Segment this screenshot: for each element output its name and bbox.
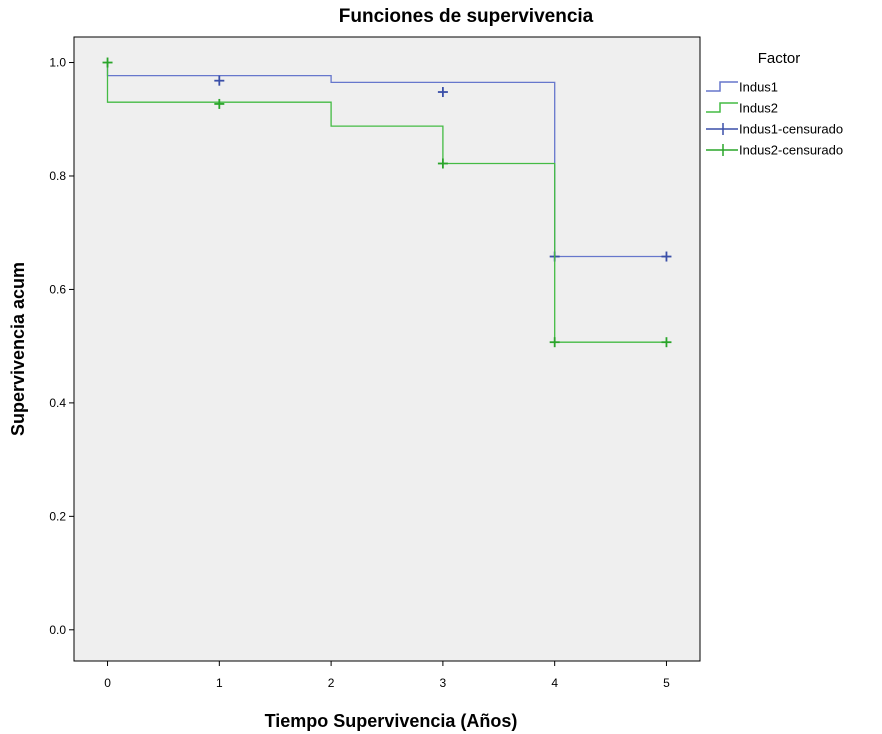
x-axis: 0 1 2 3 4 5: [104, 661, 670, 690]
censor-mark-indus2: [549, 337, 560, 348]
censor-mark-indus1: [661, 251, 672, 262]
y-tick-label: 0.0: [49, 623, 66, 637]
y-tick-label: 0.4: [49, 396, 66, 410]
legend-label: Indus1-censurado: [739, 122, 843, 137]
chart-title: Funciones de supervivencia: [339, 6, 594, 27]
legend-label: Indus2-censurado: [739, 143, 843, 158]
x-tick-label: 2: [328, 676, 335, 690]
plot-area: [73, 36, 701, 662]
censor-mark-indus2: [214, 98, 225, 109]
y-tick-label: 0.2: [49, 509, 66, 523]
x-tick-label: 5: [663, 676, 670, 690]
y-tick-label: 0.8: [49, 169, 66, 183]
censor-mark-indus2: [437, 158, 448, 169]
censor-mark-indus2: [102, 57, 113, 68]
legend-label: Indus2: [739, 101, 778, 116]
censor-mark-indus1: [437, 87, 448, 98]
x-tick-label: 0: [104, 676, 111, 690]
y-axis-title: Supervivencia acum: [8, 262, 28, 436]
legend-title: Factor: [758, 50, 801, 67]
legend-item-indus1-censurado: Indus1-censurado: [706, 122, 843, 137]
x-tick-label: 1: [216, 676, 223, 690]
legend: Factor Indus1 Indus2 Indus1-censurado Indus…: [706, 50, 843, 158]
x-axis-title: Tiempo Supervivencia (Años): [265, 711, 518, 731]
legend-item-indus2-censurado: Indus2-censurado: [706, 143, 843, 158]
legend-label: Indus1: [739, 80, 778, 95]
legend-swatch-step: [706, 102, 738, 113]
x-tick-label: 3: [440, 676, 447, 690]
y-axis: 0.0 0.2 0.4 0.6 0.8 1.0: [49, 56, 74, 637]
y-tick-label: 1.0: [49, 56, 66, 70]
legend-item-indus1: Indus1: [706, 80, 778, 95]
series-line-indus2: [106, 62, 667, 343]
series-layer: [102, 57, 672, 348]
censor-mark-indus1: [214, 75, 225, 86]
x-tick-label: 4: [551, 676, 558, 690]
legend-swatch-step: [706, 81, 738, 92]
legend-item-indus2: Indus2: [706, 101, 778, 116]
y-tick-label: 0.6: [49, 282, 66, 296]
censor-mark-indus2: [661, 337, 672, 348]
